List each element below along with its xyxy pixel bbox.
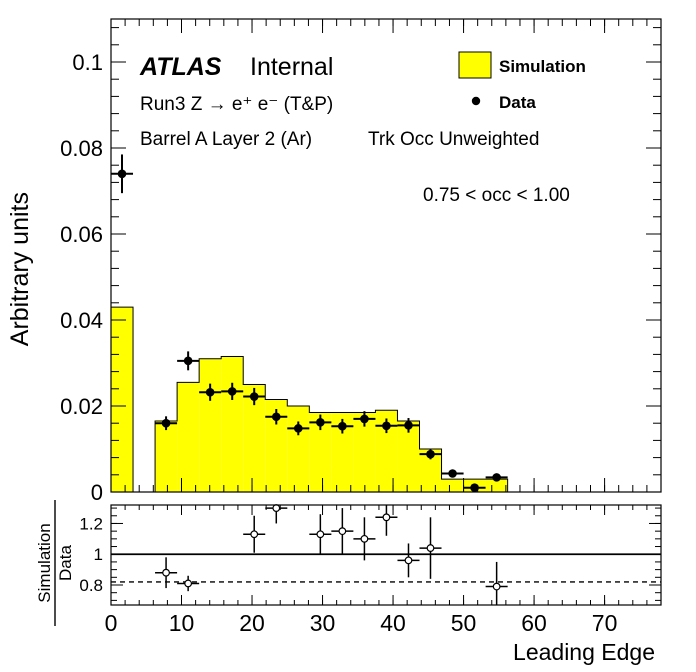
data-point bbox=[183, 356, 193, 366]
atlas-label: ATLAS bbox=[139, 53, 222, 81]
ratio-point bbox=[338, 527, 347, 536]
legend: Simulation Data bbox=[458, 51, 586, 112]
simulation-bar bbox=[397, 421, 420, 492]
simulation-bar bbox=[441, 479, 464, 492]
legend-data-marker bbox=[471, 96, 481, 106]
process-label: Run3 Z → e⁺ e⁻ (T&P) bbox=[140, 94, 333, 115]
ratio-xtick-label: 50 bbox=[451, 610, 477, 636]
data-point bbox=[360, 414, 369, 424]
main-ytick-label: 0.04 bbox=[60, 308, 103, 333]
main-ytick-label: 0.08 bbox=[60, 136, 103, 161]
ratio-xtick-label: 40 bbox=[380, 610, 406, 636]
simulation-bar bbox=[309, 412, 332, 492]
data-point bbox=[448, 469, 457, 478]
main-fill-layer bbox=[110, 306, 509, 493]
simulation-bar bbox=[111, 307, 134, 492]
x-axis-label: Leading Edge bbox=[513, 639, 655, 665]
simulation-bar bbox=[177, 382, 200, 492]
ratio-label-denominator: Data bbox=[56, 545, 75, 581]
simulation-bar bbox=[287, 406, 310, 492]
ratio-xtick-label: 20 bbox=[239, 610, 265, 636]
simulation-bar bbox=[243, 384, 266, 492]
data-point bbox=[161, 418, 171, 428]
data-point bbox=[470, 483, 479, 493]
data-point bbox=[293, 424, 303, 433]
weighting-label: Trk Occ Unweighted bbox=[368, 129, 539, 150]
data-point bbox=[271, 412, 281, 422]
ratio-point bbox=[382, 513, 391, 522]
data-point bbox=[227, 387, 237, 396]
simulation-bar bbox=[221, 356, 244, 492]
legend-data-label: Data bbox=[499, 93, 536, 112]
main-ytick-label: 0.02 bbox=[60, 394, 103, 419]
ratio-point bbox=[492, 582, 501, 591]
ratio-point bbox=[360, 534, 369, 543]
ratio-xtick-label: 10 bbox=[169, 610, 195, 636]
data-point bbox=[249, 392, 259, 401]
ratio-point bbox=[250, 530, 259, 539]
atlas-tag: Internal bbox=[250, 53, 333, 81]
ratio-xtick-label: 70 bbox=[592, 610, 618, 636]
simulation-bar bbox=[331, 412, 354, 492]
data-point bbox=[382, 421, 391, 431]
ratio-ytick-label: 1 bbox=[94, 545, 103, 564]
data-point bbox=[117, 169, 127, 179]
data-point bbox=[338, 421, 347, 431]
simulation-bar bbox=[199, 358, 222, 492]
ratio-xtick-label: 60 bbox=[521, 610, 547, 636]
simulation-bar bbox=[419, 449, 442, 492]
data-point bbox=[316, 418, 325, 427]
ratio-point bbox=[272, 504, 281, 512]
frames-layer bbox=[110, 18, 662, 606]
simulation-bar bbox=[265, 399, 288, 492]
data-point bbox=[205, 387, 215, 397]
ratio-point bbox=[404, 556, 413, 565]
legend-simulation-swatch bbox=[458, 51, 492, 79]
ratio-ytick-label: 0.8 bbox=[79, 576, 103, 595]
simulation-bar bbox=[485, 479, 508, 492]
ratio-point bbox=[426, 544, 435, 552]
simulation-bar bbox=[353, 412, 376, 492]
data-point bbox=[404, 421, 413, 430]
simulation-bar bbox=[155, 421, 178, 492]
ratio-point bbox=[316, 530, 325, 539]
ratio-xtick-label: 30 bbox=[310, 610, 336, 636]
simulation-bar bbox=[375, 410, 398, 492]
data-point bbox=[426, 449, 435, 459]
main-ytick-label: 0.06 bbox=[60, 222, 103, 247]
ratio-data-layer bbox=[111, 504, 661, 605]
region-label: Barrel A Layer 2 (Ar) bbox=[140, 129, 312, 150]
data-point bbox=[492, 473, 501, 482]
main-ytick-label: 0 bbox=[91, 480, 103, 505]
ratio-frame bbox=[110, 504, 662, 606]
main-ytick-label: 0.1 bbox=[72, 50, 103, 75]
ticks-layer: 0 0.02 0.04 0.06 0.08 0.1 0 10 20 30 40 50 60 70 0.8 1 1… bbox=[60, 19, 662, 636]
ratio-label-numerator: Simulation bbox=[35, 523, 54, 602]
occupancy-range-label: 0.75 < occ < 1.00 bbox=[423, 185, 570, 206]
main-frame bbox=[110, 18, 662, 493]
legend-simulation-label: Simulation bbox=[499, 57, 586, 76]
ratio-ytick-label: 1.2 bbox=[79, 514, 103, 533]
ratio-point bbox=[184, 579, 193, 588]
ratio-xtick-label: 0 bbox=[105, 610, 118, 636]
main-data-layer bbox=[110, 154, 508, 493]
ratio-point bbox=[162, 568, 170, 577]
y-axis-label: Arbitrary units bbox=[6, 192, 34, 346]
